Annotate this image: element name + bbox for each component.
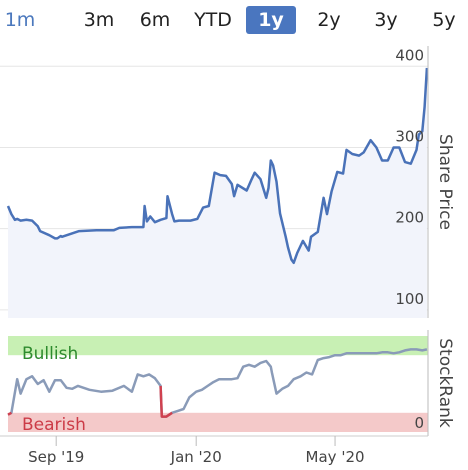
share-price-axis-title: Share Price <box>435 134 455 230</box>
stockrank-axis-title: StockRank <box>435 338 455 428</box>
range-selector: 1m 3m 6m YTD 1y 2y 3y 5y <box>0 0 468 40</box>
range-button-6m[interactable]: 6m <box>139 9 171 31</box>
time-axis-label: Sep '19 <box>28 448 84 466</box>
range-button-1y[interactable]: 1y <box>246 6 296 34</box>
bearish-label: Bearish <box>22 415 86 435</box>
price-tick-label: 300 <box>395 127 424 145</box>
time-axis-label: Jan '20 <box>170 448 222 466</box>
range-button-1m[interactable]: 1m <box>4 9 36 31</box>
price-tick-label: 200 <box>395 209 424 227</box>
price-tick-label: 100 <box>395 290 424 308</box>
stockrank-panel: Bullish Bearish 0 StockRank <box>7 330 455 436</box>
range-button-2y[interactable]: 2y <box>317 9 341 31</box>
range-button-ytd[interactable]: YTD <box>194 9 232 31</box>
range-button-3m[interactable]: 3m <box>83 9 115 31</box>
bearish-band <box>8 412 428 432</box>
stockrank-tick-label: 0 <box>414 414 424 432</box>
time-axis: Sep '19 Jan '20 May '20 <box>0 435 428 466</box>
share-price-area-fill <box>8 67 427 319</box>
price-tick-label: 400 <box>395 46 424 64</box>
share-price-line <box>6 67 429 265</box>
range-button-3y[interactable]: 3y <box>374 9 398 31</box>
share-price-panel: 100 200 300 400 Share Price <box>0 46 455 319</box>
time-axis-label: May '20 <box>306 448 365 466</box>
stockrank-bearish-segment <box>7 385 173 418</box>
bullish-label: Bullish <box>22 344 78 364</box>
bullish-band <box>8 336 428 356</box>
range-button-5y[interactable]: 5y <box>432 9 456 31</box>
stockrank-line <box>7 348 428 418</box>
